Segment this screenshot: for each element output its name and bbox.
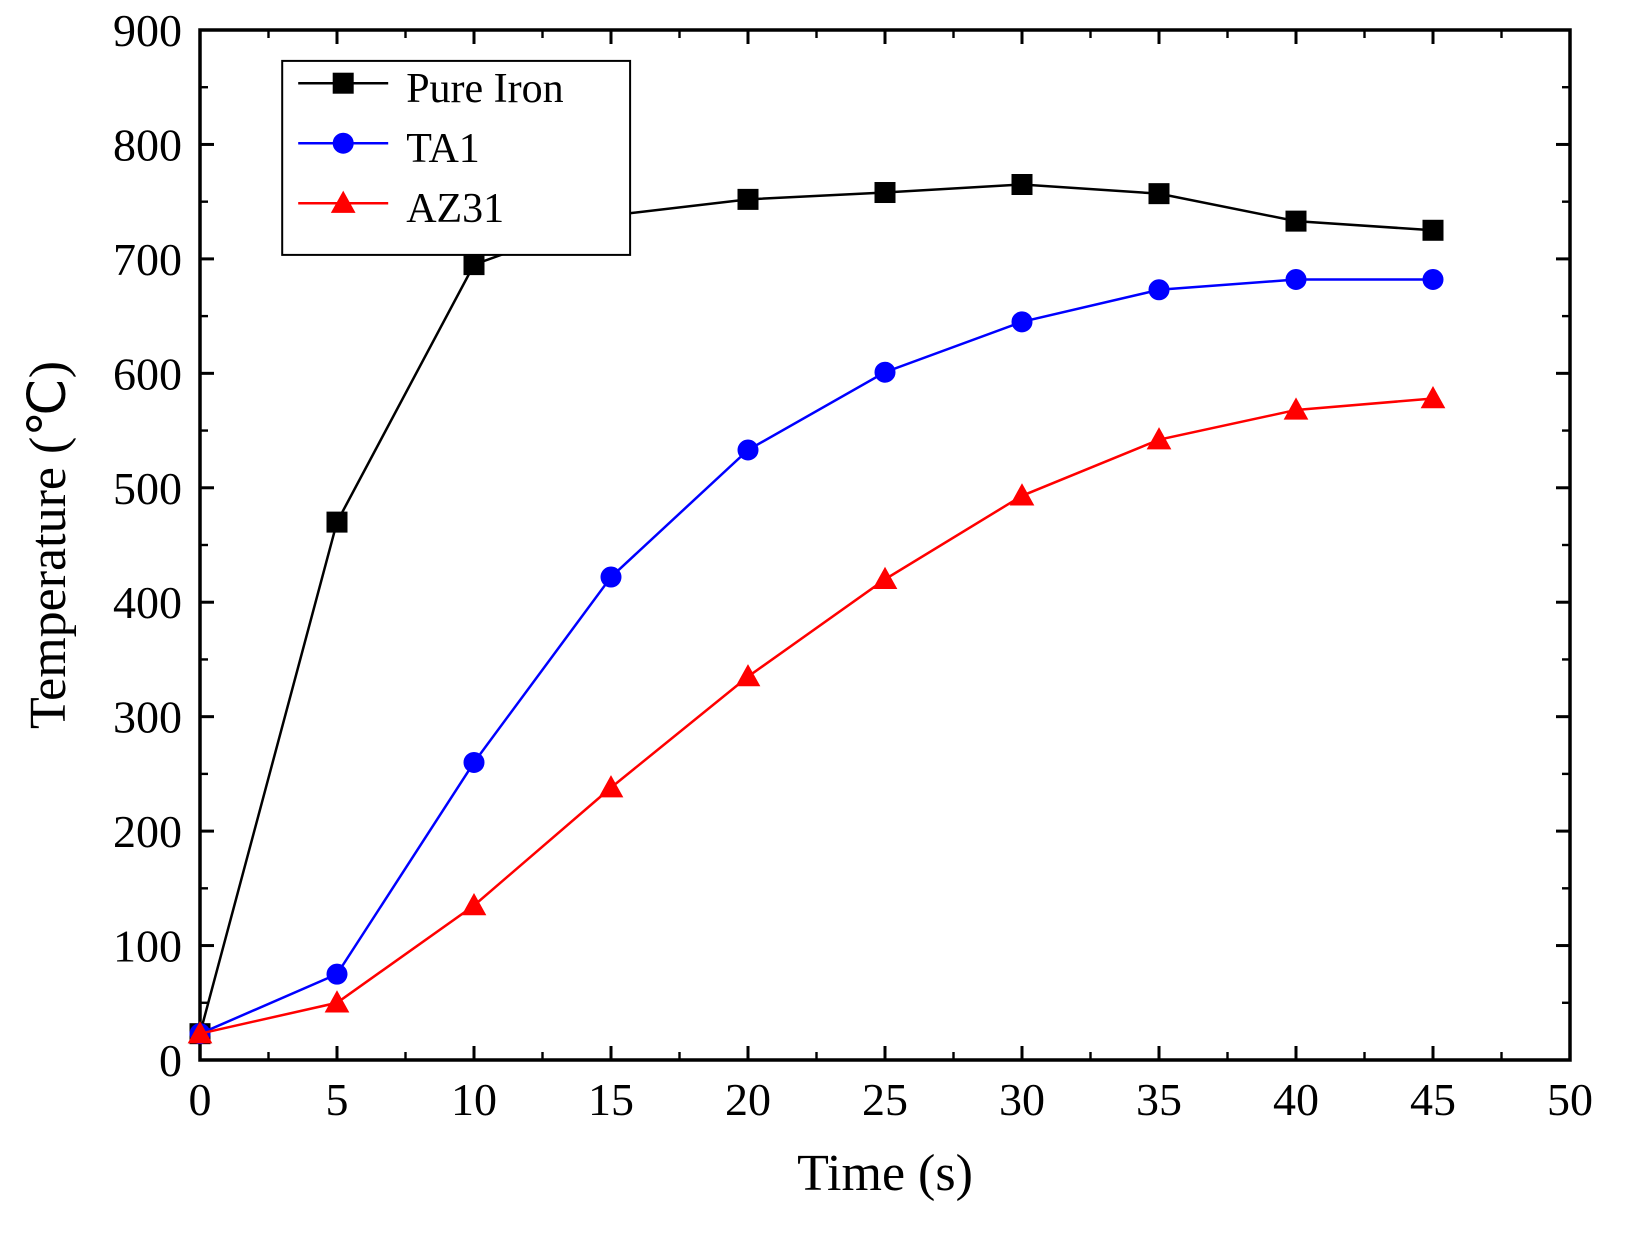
y-tick-label: 400 [113, 577, 182, 628]
x-tick-label: 40 [1273, 1074, 1319, 1125]
marker-square [1286, 211, 1306, 231]
x-tick-label: 10 [451, 1074, 497, 1125]
marker-square [738, 189, 758, 209]
x-tick-label: 15 [588, 1074, 634, 1125]
marker-circle [333, 133, 353, 153]
x-tick-label: 25 [862, 1074, 908, 1125]
marker-square [464, 255, 484, 275]
marker-circle [464, 752, 484, 772]
chart-svg: 0510152025303540455001002003004005006007… [0, 0, 1628, 1242]
y-tick-label: 900 [113, 5, 182, 56]
marker-circle [1423, 269, 1443, 289]
x-tick-label: 45 [1410, 1074, 1456, 1125]
legend-label: TA1 [406, 126, 480, 172]
marker-square [333, 73, 353, 93]
y-tick-label: 700 [113, 234, 182, 285]
x-tick-label: 35 [1136, 1074, 1182, 1125]
marker-square [875, 183, 895, 203]
y-tick-label: 300 [113, 692, 182, 743]
chart-container: 0510152025303540455001002003004005006007… [0, 0, 1628, 1242]
x-tick-label: 30 [999, 1074, 1045, 1125]
marker-circle [875, 362, 895, 382]
marker-circle [601, 567, 621, 587]
marker-square [1012, 175, 1032, 195]
y-axis-label: Temperature (℃) [20, 361, 77, 729]
y-tick-label: 0 [159, 1035, 182, 1086]
marker-square [1149, 184, 1169, 204]
marker-circle [1149, 280, 1169, 300]
marker-circle [327, 964, 347, 984]
marker-circle [1286, 269, 1306, 289]
x-tick-label: 0 [189, 1074, 212, 1125]
y-tick-label: 800 [113, 119, 182, 170]
chart-background [0, 0, 1628, 1242]
marker-circle [738, 440, 758, 460]
marker-square [327, 512, 347, 532]
marker-circle [1012, 312, 1032, 332]
marker-square [1423, 220, 1443, 240]
x-tick-label: 5 [326, 1074, 349, 1125]
legend: Pure Iron TA1 AZ31 [282, 61, 630, 255]
y-tick-label: 100 [113, 921, 182, 972]
y-tick-label: 500 [113, 463, 182, 514]
x-tick-label: 20 [725, 1074, 771, 1125]
legend-label: AZ31 [406, 186, 504, 232]
y-tick-label: 600 [113, 348, 182, 399]
x-axis-label: Time (s) [797, 1145, 973, 1202]
y-tick-label: 200 [113, 806, 182, 857]
x-tick-label: 50 [1547, 1074, 1593, 1125]
legend-label: Pure Iron [406, 66, 563, 112]
